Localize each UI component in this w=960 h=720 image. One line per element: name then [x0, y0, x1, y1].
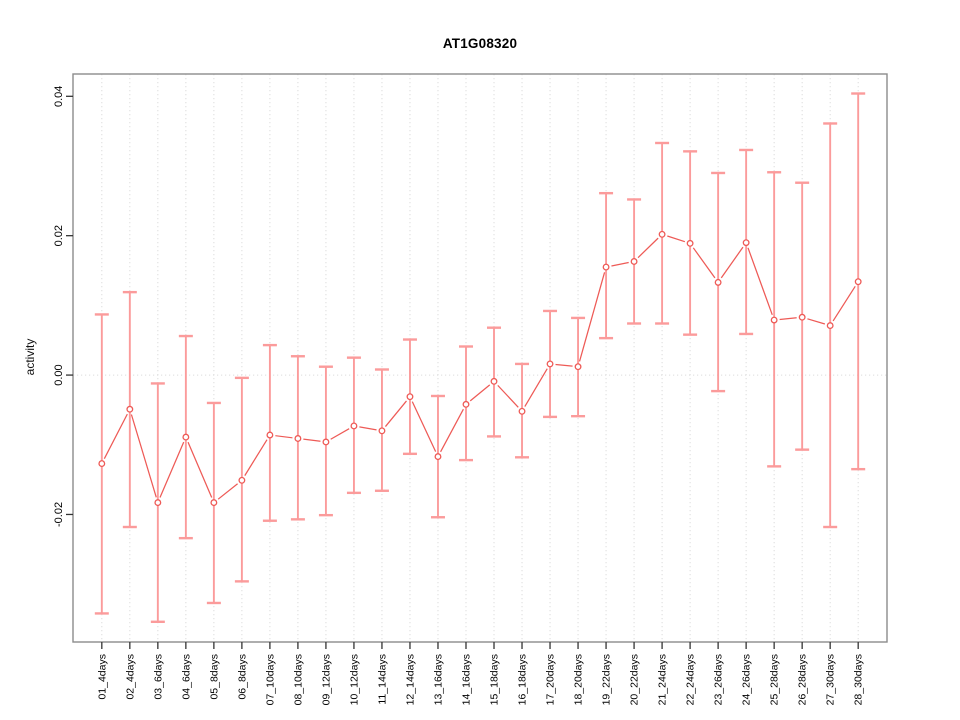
x-tick-label: 26_28days	[797, 654, 809, 705]
series-line-segment	[103, 413, 128, 459]
series-line-segment	[275, 435, 293, 439]
data-point-marker	[98, 460, 106, 468]
data-point-marker	[322, 438, 330, 446]
series-line-segment	[244, 439, 268, 476]
chart-title: AT1G08320	[442, 36, 518, 51]
x-tick-label: 09_12days	[320, 654, 332, 705]
data-point-marker	[266, 431, 274, 439]
series-line-segment	[359, 426, 377, 431]
x-tick-label: 20_22days	[629, 654, 641, 705]
series-line-segment	[411, 401, 437, 452]
x-tick-label: 02_4days	[124, 654, 136, 700]
x-tick-label: 07_10days	[264, 654, 276, 705]
series-line-segment	[667, 235, 686, 243]
x-tick-label: 18_20days	[573, 654, 585, 705]
x-tick-label: 14_16days	[460, 654, 472, 705]
x-tick-label: 06_8days	[236, 654, 248, 700]
series-line-segment	[611, 261, 629, 267]
x-tick-label: 12_14days	[404, 654, 416, 705]
series-line-segment	[555, 363, 573, 367]
series-line-segment	[692, 247, 716, 279]
series-line-segment	[384, 400, 407, 427]
series-line-segment	[440, 408, 464, 453]
y-tick-label: 0.00	[53, 364, 65, 385]
x-tick-label: 10_12days	[348, 654, 360, 705]
series-line-segment	[720, 246, 744, 279]
x-tick-label: 24_26days	[741, 654, 753, 705]
data-point-marker	[154, 499, 162, 507]
series-line-segment	[330, 428, 350, 440]
series-line-segment	[159, 441, 185, 498]
series-line-segment	[578, 272, 606, 362]
data-point-marker	[406, 393, 414, 401]
series-line-segment	[303, 438, 321, 442]
data-point-marker	[434, 453, 442, 461]
x-tick-label: 08_10days	[292, 654, 304, 705]
x-tick-label: 22_24days	[685, 654, 697, 705]
data-point-marker	[462, 400, 470, 408]
data-point-marker	[630, 258, 638, 265]
y-tick-label: 0.02	[53, 225, 65, 246]
data-point-marker	[210, 499, 218, 507]
x-tick-label: 04_6days	[180, 654, 192, 700]
data-point-marker	[238, 476, 246, 484]
x-tick-label: 17_20days	[545, 654, 557, 705]
series-line-segment	[469, 384, 491, 402]
series-line-segment	[747, 247, 773, 316]
series-line-segment	[524, 368, 548, 407]
data-point-marker	[686, 239, 694, 247]
y-tick-label: 0.04	[53, 86, 65, 107]
data-point-marker	[182, 433, 190, 441]
x-tick-label: 28_30days	[853, 654, 865, 705]
data-point-marker	[798, 313, 806, 321]
series-line-segment	[217, 483, 238, 500]
data-point-marker	[602, 263, 610, 271]
data-point-marker	[770, 316, 778, 324]
data-point-marker	[574, 363, 582, 371]
data-point-marker	[490, 377, 498, 385]
x-tick-label: 03_6days	[152, 654, 164, 700]
data-point-marker	[826, 322, 834, 330]
x-tick-label: 19_22days	[601, 654, 613, 705]
series-line-segment	[807, 318, 826, 325]
data-point-marker	[350, 422, 358, 430]
x-tick-label: 05_8days	[208, 654, 220, 700]
data-point-marker	[742, 239, 750, 247]
data-point-marker	[126, 405, 134, 413]
series-line-segment	[187, 441, 213, 498]
data-point-marker	[518, 407, 526, 415]
data-point-marker	[714, 278, 722, 286]
x-tick-label: 25_28days	[769, 654, 781, 705]
x-tick-label: 13_16days	[432, 654, 444, 705]
x-tick-label: 15_18days	[489, 654, 501, 705]
series-line-segment	[497, 384, 519, 408]
x-tick-label: 21_24days	[657, 654, 669, 705]
data-point-marker	[854, 278, 862, 286]
x-tick-label: 01_4days	[96, 654, 108, 700]
x-tick-label: 27_30days	[825, 654, 837, 705]
x-tick-label: 11_14days	[376, 654, 388, 705]
data-point-marker	[294, 435, 302, 442]
series-line-segment	[832, 285, 856, 322]
y-tick-label: -0.02	[53, 502, 65, 527]
plot-box	[72, 73, 888, 643]
x-tick-label: 23_26days	[713, 654, 725, 705]
x-tick-label: 16_18days	[517, 654, 529, 705]
data-point-marker	[378, 427, 386, 435]
data-point-marker	[546, 360, 554, 368]
data-point-marker	[658, 230, 666, 238]
series-line-segment	[779, 317, 797, 321]
series-line-segment	[130, 414, 157, 498]
series-line-segment	[637, 237, 659, 259]
